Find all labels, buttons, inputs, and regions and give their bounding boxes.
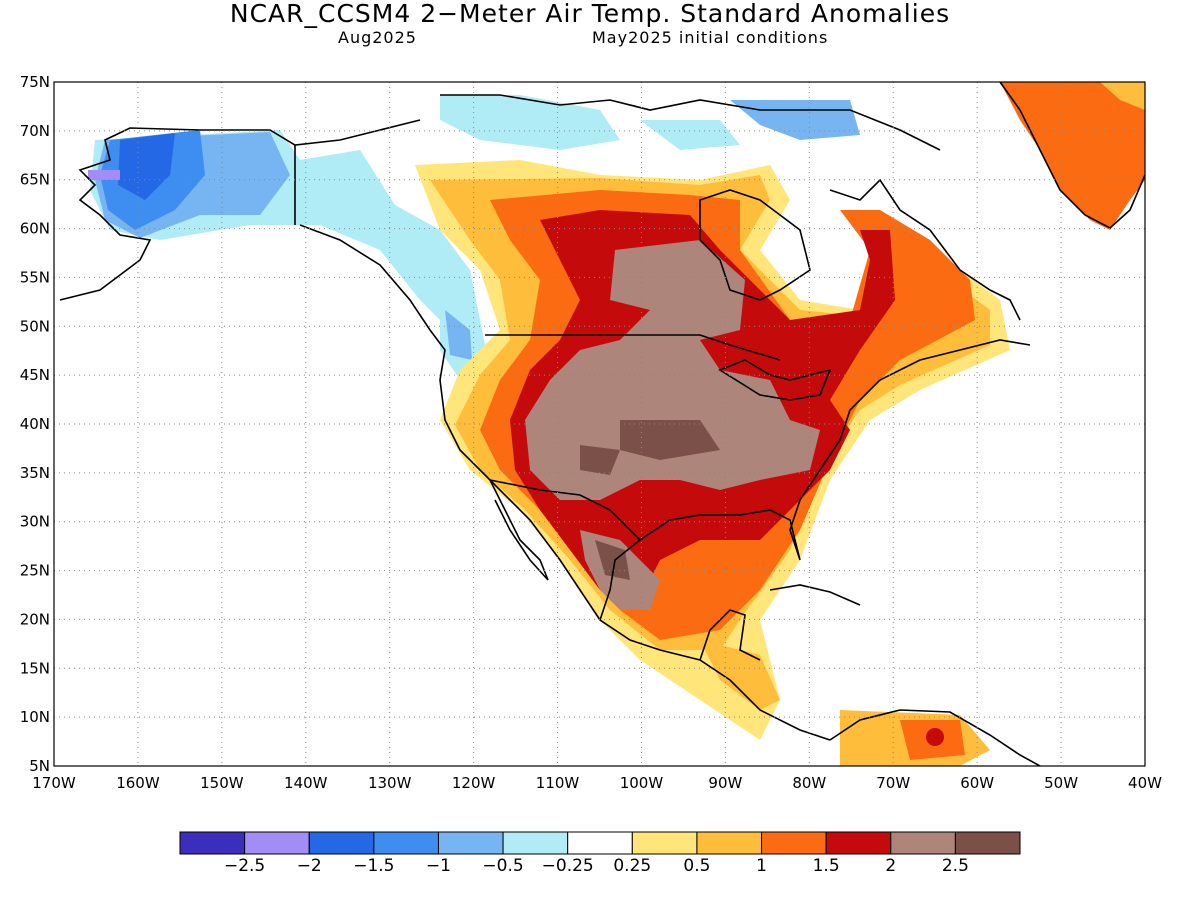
lat-tick-label: 55N [20, 268, 50, 286]
warm-brown-dark-1 [620, 420, 720, 460]
lat-tick-label: 30N [20, 513, 50, 531]
greenland-light [1100, 82, 1145, 110]
us-canada-border [485, 334, 781, 361]
lat-tick-label: 50N [20, 317, 50, 335]
colorbar-label: 0.5 [683, 856, 711, 876]
colorbar-swatch [761, 831, 827, 855]
anomaly-field [88, 82, 1145, 766]
yucatan [699, 609, 761, 661]
lat-tick-label: 5N [29, 757, 50, 775]
colorbar-label: 2.5 [941, 856, 969, 876]
longitude-labels: 170W 160W 150W 140W 130W 120W 110W 100W 90W 80W 70… [32, 774, 1162, 792]
colorbar-label: 0.25 [613, 856, 652, 876]
colorbar-swatch [631, 831, 698, 855]
colorbar-label: 1 [756, 856, 767, 876]
lon-tick-label: 60W [960, 774, 994, 792]
lon-tick-label: 150W [200, 774, 244, 792]
lon-tick-label: 170W [32, 774, 76, 792]
sa-hot-spot [926, 728, 944, 746]
lat-tick-label: 45N [20, 366, 50, 384]
arctic-cold-2 [730, 100, 860, 140]
colorbar-swatch [696, 831, 763, 855]
colorbar-label: −1 [425, 856, 451, 876]
arctic-islands [440, 94, 941, 151]
alaska-coast [59, 119, 421, 301]
ca-warm [700, 640, 780, 710]
sa-coast [829, 709, 1041, 766]
warm-brown-light [525, 240, 820, 500]
colorbar-swatch [825, 831, 892, 855]
lon-tick-label: 80W [792, 774, 826, 792]
map-frame [53, 81, 1146, 767]
lat-tick-label: 35N [20, 464, 50, 482]
colorbar-label: −0.25 [541, 856, 594, 876]
pnw-cold-mid [445, 310, 472, 360]
forecast-month: Aug2025 [338, 28, 417, 47]
lon-tick-label: 50W [1044, 774, 1078, 792]
lat-tick-label: 65N [20, 171, 50, 189]
lat-tick-label: 20N [20, 610, 50, 628]
lon-tick-label: 120W [452, 774, 496, 792]
great-lakes [718, 359, 832, 401]
pacific-coast [299, 224, 831, 741]
latitude-labels: 75N 70N 65N 60N 55N 50N 45N 40N 35N 30N 25N 20N 15N 1… [20, 73, 50, 775]
colorbar-label: −2.5 [223, 856, 266, 876]
colorbar-swatch [437, 831, 504, 855]
colorbar-label: −0.5 [482, 856, 524, 876]
colorbar-swatch [308, 831, 375, 855]
colorbar [179, 831, 1021, 855]
colorbar-label: −1.5 [353, 856, 395, 876]
map-title: NCAR_CCSM4 2−Meter Air Temp. Standard An… [229, 0, 951, 28]
colorbar-swatch [502, 831, 569, 855]
lat-tick-label: 70N [20, 122, 50, 140]
colorbar-swatch [244, 831, 310, 855]
lat-tick-label: 25N [20, 562, 50, 580]
greenland-warm [1000, 82, 1145, 230]
lon-tick-label: 70W [876, 774, 910, 792]
colorbar-label: 2 [885, 856, 897, 876]
gulf-coast [599, 339, 1031, 621]
us-mexico-border [489, 479, 641, 541]
coastlines [59, 82, 1145, 766]
lon-tick-label: 130W [368, 774, 412, 792]
alaska-cold-core [118, 133, 175, 200]
alaska-cold-purple [88, 170, 120, 180]
lat-tick-label: 10N [20, 708, 50, 726]
initial-conditions: May2025 initial conditions [592, 28, 829, 47]
hudson-bay [699, 189, 811, 301]
colorbar-swatch [373, 831, 439, 855]
warm-brown-dark-2 [580, 445, 620, 475]
greenland-coast [999, 82, 1145, 229]
colorbar-label: −2 [296, 856, 322, 876]
arctic-cold-1 [440, 95, 620, 150]
cuba [769, 584, 861, 606]
lat-tick-label: 40N [20, 415, 50, 433]
labrador [829, 178, 1021, 321]
colorbar-swatch [954, 831, 1021, 855]
lon-tick-label: 90W [708, 774, 742, 792]
lon-tick-label: 100W [620, 774, 664, 792]
lon-tick-label: 110W [536, 774, 580, 792]
lat-lon-grid [54, 82, 1145, 766]
lon-tick-label: 40W [1128, 774, 1162, 792]
lon-tick-label: 140W [284, 774, 328, 792]
lon-tick-label: 160W [116, 774, 160, 792]
colorbar-label: 1.5 [812, 856, 840, 876]
colorbar-swatch [179, 831, 246, 855]
arctic-cold-3 [640, 120, 740, 150]
lat-tick-label: 60N [20, 220, 50, 238]
baja [489, 479, 549, 581]
warm-brown-dark-3 [595, 540, 630, 580]
colorbar-swatch [567, 831, 633, 855]
colorbar-swatch [890, 831, 956, 855]
lat-tick-label: 15N [20, 659, 50, 677]
lat-tick-label: 75N [20, 73, 50, 91]
